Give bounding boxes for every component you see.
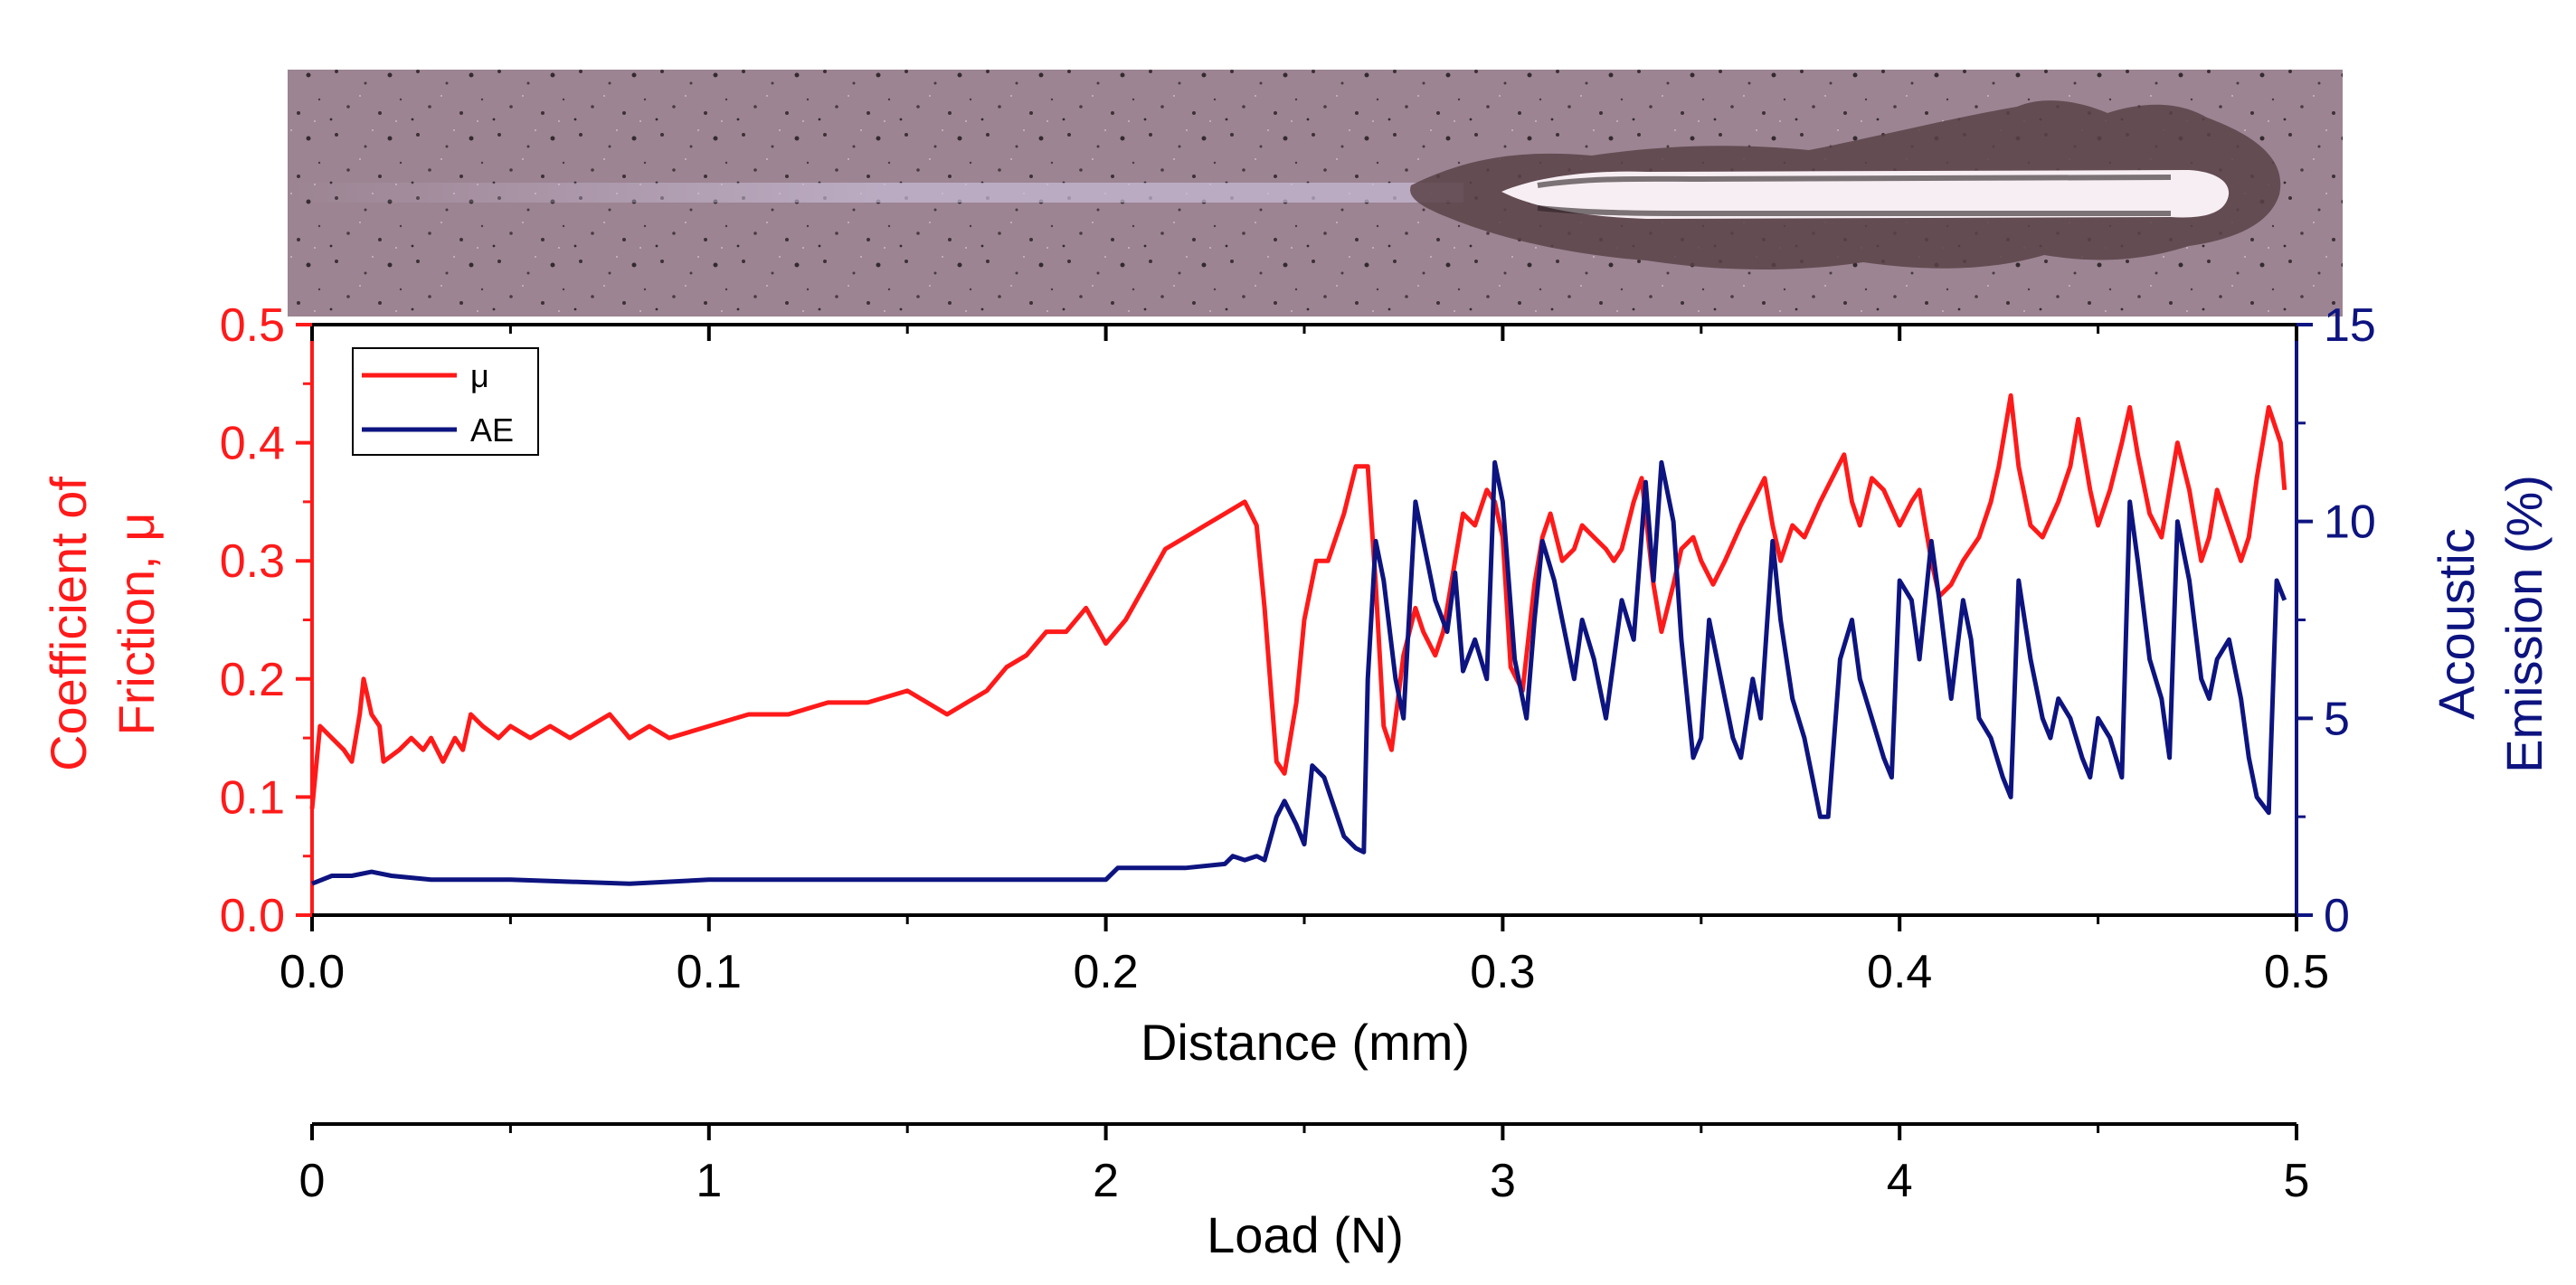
y-left-tick-label: 0.2 (220, 654, 285, 706)
x-tick-label: 0.4 (1867, 946, 1932, 998)
x-tick-label: 0.3 (1470, 946, 1535, 998)
y-right-title-line2: Emission (%) (2496, 475, 2552, 773)
series-layer (309, 392, 2287, 886)
y-right-title-line1: Acoustic (2428, 528, 2485, 720)
y-right-tick-label: 0 (2324, 890, 2350, 942)
x2-axis-title: Load (N) (1207, 1206, 1404, 1263)
x2-tick-label: 5 (2284, 1155, 2310, 1207)
x-tick-label: 0.0 (279, 946, 345, 998)
series-line-ae (311, 459, 2287, 886)
y-left-title-line2: Friction, μ (108, 513, 165, 736)
y-right-tick-label: 10 (2324, 496, 2376, 549)
x2-tick-label: 4 (1887, 1155, 1913, 1207)
axis-tick-labels: 0.0 0.1 0.2 0.3 0.4 0.50 1 2 3 4 50.00.10.20.30.40… (220, 299, 2376, 1207)
y-right-tick-label: 15 (2324, 299, 2376, 352)
legend-label-ae: AE (470, 411, 514, 449)
x-tick-label: 0.1 (677, 946, 742, 998)
micrograph-groove (1501, 170, 2230, 219)
axis-ticks (296, 323, 2313, 1140)
legend-box (352, 347, 539, 456)
y-left-tick-label: 0.3 (220, 535, 285, 588)
y-left-tick-label: 0.1 (220, 771, 285, 824)
y-left-title: Coefficient of Friction, μ (40, 477, 165, 771)
y-left-tick-label: 0.5 (220, 299, 285, 352)
micrograph-track-trace (288, 183, 1463, 203)
y-left-tick-label: 0.0 (220, 890, 285, 942)
legend: μ AE (352, 347, 539, 456)
series-line-mu (309, 392, 2287, 809)
x2-tick-label: 0 (299, 1155, 326, 1207)
x2-tick-label: 3 (1490, 1155, 1516, 1207)
micrograph-groove-shadow-lower (1537, 205, 2171, 216)
x-axis-title: Distance (mm) (1141, 1014, 1470, 1071)
x-tick-label: 0.2 (1073, 946, 1138, 998)
plot-frame (310, 323, 2298, 1126)
y-left-tick-label: 0.4 (220, 418, 285, 470)
scratch-track-micrograph (288, 70, 2343, 317)
y-left-title-line1: Coefficient of (40, 477, 97, 771)
x2-tick-label: 2 (1093, 1155, 1119, 1207)
x-tick-label: 0.5 (2264, 946, 2329, 998)
x2-tick-label: 1 (696, 1155, 722, 1207)
legend-label-mu: μ (470, 357, 489, 394)
micrograph-groove-shadow (1537, 175, 2172, 188)
y-right-tick-label: 5 (2324, 693, 2350, 745)
y-right-title: Acoustic Emission (%) (2428, 475, 2552, 773)
